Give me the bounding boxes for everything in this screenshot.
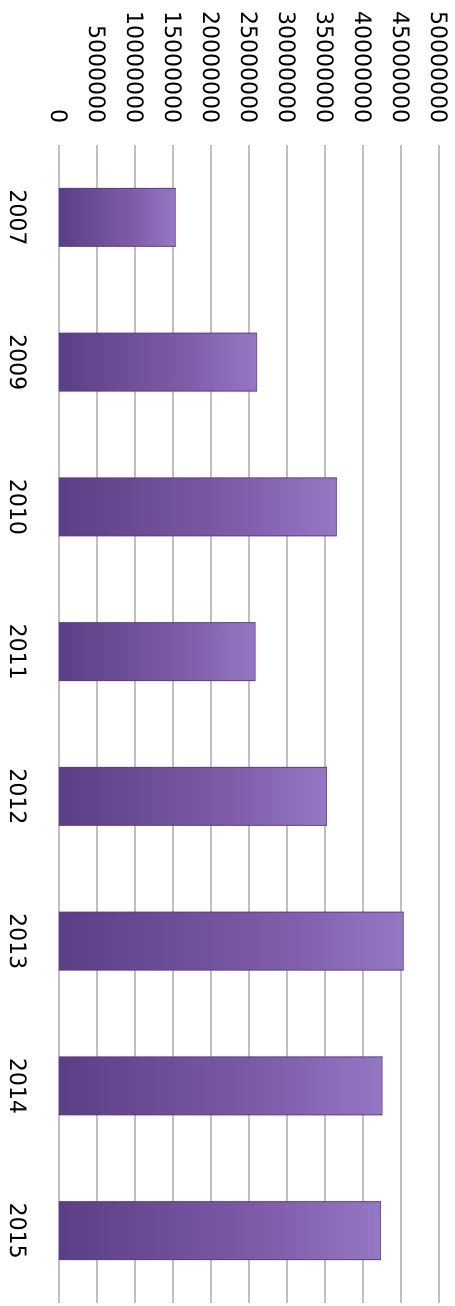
bar xyxy=(58,332,258,392)
y-tick-label: 50000000 xyxy=(425,11,450,123)
bar xyxy=(58,766,328,826)
bar-end-highlight xyxy=(250,334,257,391)
y-tick-label: 5000000 xyxy=(83,25,108,123)
bar xyxy=(58,911,404,971)
bar-end-highlight xyxy=(374,1202,381,1259)
y-tick-label: 10000000 xyxy=(121,11,146,123)
bar-end-highlight xyxy=(376,1057,382,1114)
x-tick-label: 2013 xyxy=(4,913,29,969)
bar xyxy=(58,622,256,682)
x-tick-label: 2014 xyxy=(4,1058,29,1114)
x-tick-label: 2011 xyxy=(4,624,29,680)
bar-end-highlight xyxy=(169,189,176,246)
bar xyxy=(58,187,176,247)
y-tick-label: 20000000 xyxy=(197,11,222,123)
x-tick-label: 2007 xyxy=(4,189,29,245)
bar-end-highlight xyxy=(330,478,337,535)
bar-end-highlight xyxy=(320,768,327,825)
bars xyxy=(58,187,404,1261)
grid xyxy=(58,145,440,1303)
bar-end-highlight xyxy=(397,913,404,970)
y-tick-label: 40000000 xyxy=(349,11,374,123)
x-tick-label: 2009 xyxy=(4,334,29,390)
category-axis: 2007 2009 2010 2011 2012 2013 2014 2015 xyxy=(4,189,29,1258)
bar xyxy=(58,477,337,537)
bar xyxy=(58,1056,383,1116)
bar xyxy=(58,1201,381,1261)
y-tick-label: 0 xyxy=(45,109,70,123)
y-tick-label: 30000000 xyxy=(273,11,298,123)
y-tick-label: 35000000 xyxy=(311,11,336,123)
bar-end-highlight xyxy=(249,623,256,680)
y-tick-label: 15000000 xyxy=(159,11,184,123)
y-tick-label: 45000000 xyxy=(387,11,412,123)
y-tick-label: 25000000 xyxy=(235,11,260,123)
x-tick-label: 2012 xyxy=(4,768,29,824)
x-tick-label: 2015 xyxy=(4,1203,29,1259)
x-tick-label: 2010 xyxy=(4,479,29,535)
y-axis-ticks: 0 5000000 10000000 15000000 20000000 25000000… xyxy=(45,11,450,123)
